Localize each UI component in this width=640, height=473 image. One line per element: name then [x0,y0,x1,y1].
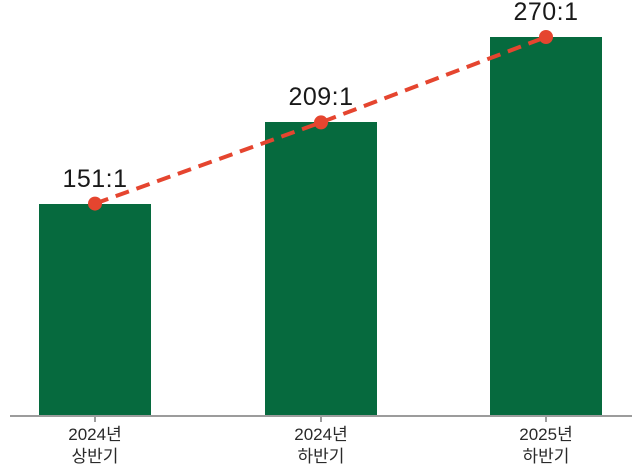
value-label: 209:1 [288,83,354,112]
x-axis-tick [320,415,322,422]
x-axis-tick [545,415,547,422]
x-axis-label: 2024년 상반기 [68,425,122,466]
bar [265,122,377,415]
value-label: 151:1 [62,164,128,193]
x-axis-tick [94,415,96,422]
x-axis-label: 2025년 하반기 [519,425,573,466]
bar [39,203,151,415]
x-axis-label: 2024년 하반기 [294,425,348,466]
value-label: 270:1 [513,0,579,26]
bar [490,37,602,415]
